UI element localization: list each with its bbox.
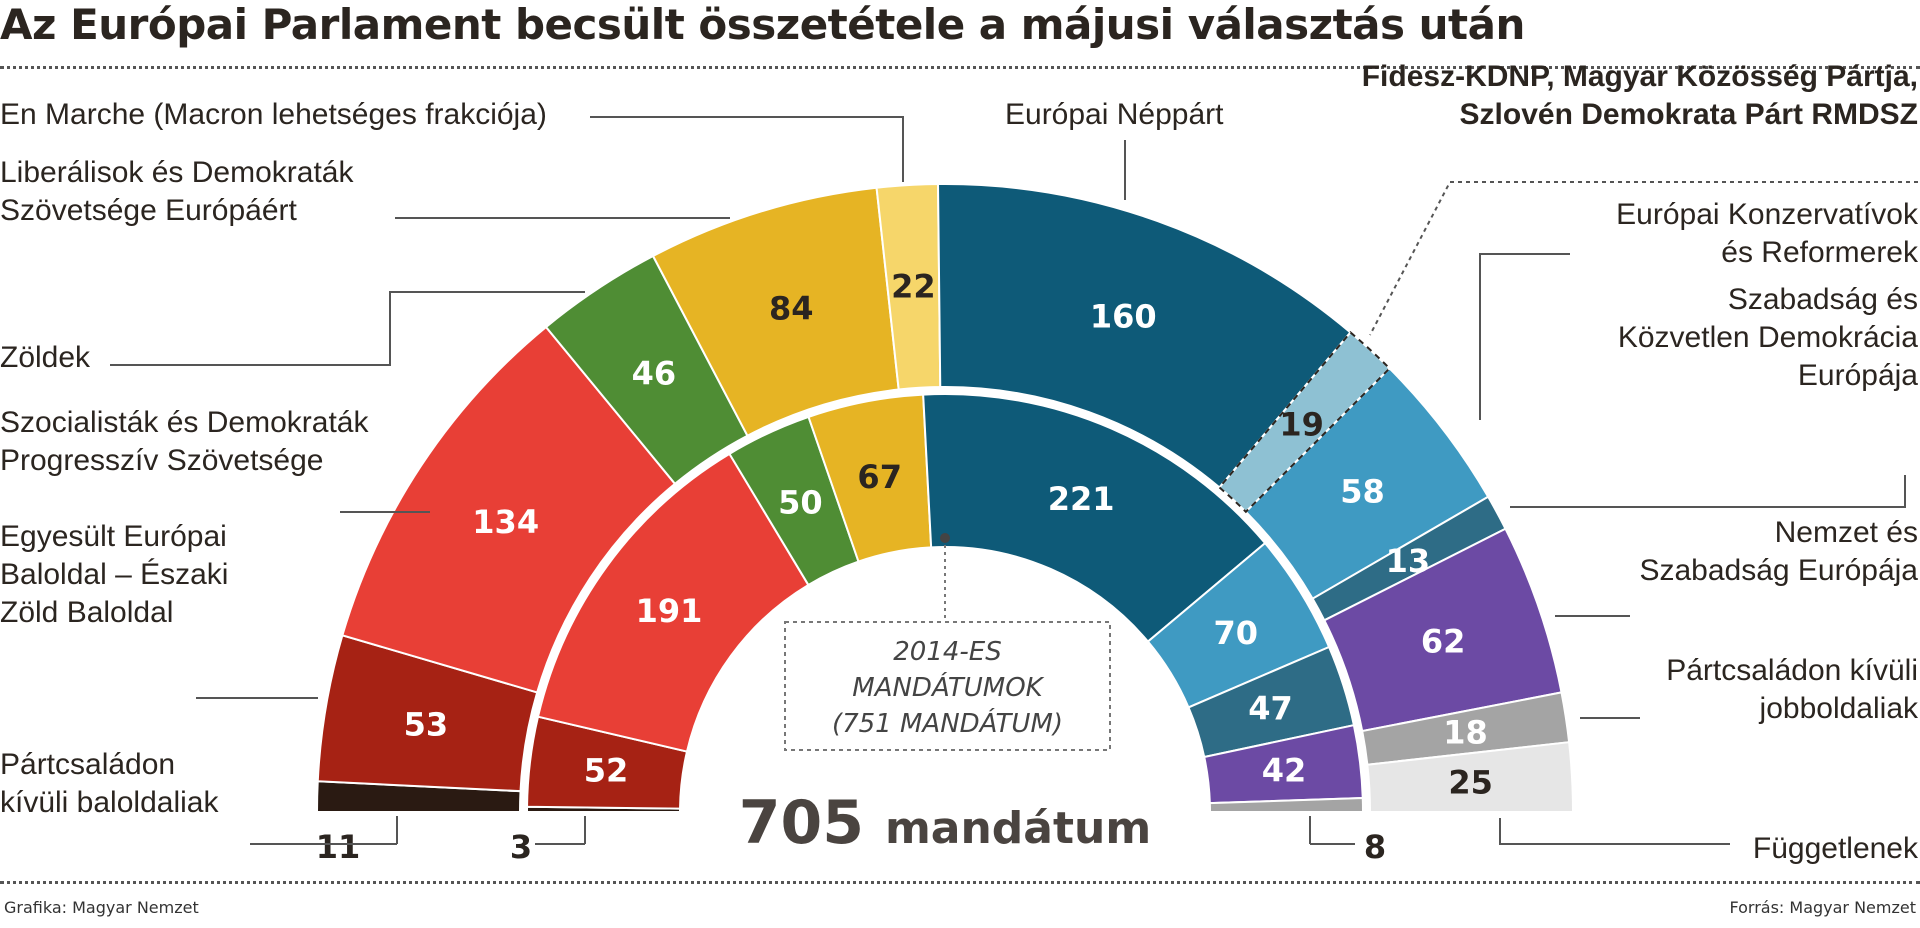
inner-value-label-2: 191 xyxy=(636,592,703,630)
outer-value-label-3: 46 xyxy=(632,354,677,392)
total-number: 705 xyxy=(739,788,885,858)
legend-label-10-line-0: Nemzet és xyxy=(1775,516,1918,549)
inner-value-label-9: 8 xyxy=(1364,828,1386,866)
legend-label-2-line-0: Szocialisták és Demokraták xyxy=(0,406,369,439)
inner-value-label-0: 3 xyxy=(510,828,532,866)
legend-label-11-line-1: jobboldaliak xyxy=(1759,692,1919,725)
inner-value-label-8: 42 xyxy=(1262,752,1307,790)
legend-label-4-line-0: Liberálisok és Demokraták xyxy=(0,156,354,189)
legend-label-2-line-1: Progresszív Szövetsége xyxy=(0,444,323,477)
leader-line-5 xyxy=(590,116,904,182)
outer-value-label-1: 53 xyxy=(404,705,449,743)
legend-label-1-line-2: Zöld Baloldal xyxy=(0,596,173,629)
outer-value-label-2: 134 xyxy=(472,503,539,541)
note-line-1: MANDÁTUMOK xyxy=(852,671,1044,703)
source-credit: Forrás: Magyar Nemzet xyxy=(1729,898,1916,917)
top-divider xyxy=(0,66,1920,69)
legend-label-7-line-0: Fidesz-KDNP, Magyar Közösség Pártja, xyxy=(1362,60,1918,93)
outer-value-label-8: 58 xyxy=(1340,472,1385,510)
legend-label-6-line-0: Európai Néppárt xyxy=(1005,98,1224,131)
legend-label-8-line-0: Európai Konzervatívok xyxy=(1616,198,1919,231)
total-unit: mandátum xyxy=(885,803,1151,854)
outer-value-label-0: 11 xyxy=(316,828,361,866)
outer-value-label-10: 62 xyxy=(1421,623,1466,661)
legend-label-9-line-2: Európája xyxy=(1798,359,1918,392)
legend-label-5-line-0: En Marche (Macron lehetséges frakciója) xyxy=(0,98,547,131)
legend-label-11-line-0: Pártcsaládon kívüli xyxy=(1666,654,1918,687)
fidesz-dashed-outline xyxy=(1217,331,1391,514)
inner-value-label-5: 221 xyxy=(1048,480,1115,518)
graphic-credit: Grafika: Magyar Nemzet xyxy=(4,898,199,917)
outer-value-label-7: 19 xyxy=(1279,406,1324,444)
legend-label-1-line-1: Baloldal – Északi xyxy=(0,558,228,591)
legend-label-0-line-1: kívüli baloldaliak xyxy=(0,786,219,819)
leader-line-8 xyxy=(1479,253,1570,420)
inner-value-label-4: 67 xyxy=(857,458,902,496)
note-line-2: (751 MANDÁTUM) xyxy=(832,707,1063,739)
note-line-0: 2014-ES xyxy=(893,637,1001,667)
chart-title: Az Európai Parlament becsült összetétele… xyxy=(0,0,1525,49)
leader-line-9 xyxy=(1510,475,1906,508)
inner-value-label-3: 50 xyxy=(778,484,823,522)
legend-label-10-line-1: Szabadság Európája xyxy=(1639,554,1918,587)
legend-label-7-line-1: Szlovén Demokrata Párt RMDSZ xyxy=(1460,98,1918,131)
inner-value-label-7: 47 xyxy=(1248,690,1293,728)
bottom-divider xyxy=(0,881,1920,884)
leader-line-12 xyxy=(1499,818,1730,845)
outer-value-label-4: 84 xyxy=(769,289,814,327)
outer-value-label-5: 22 xyxy=(891,267,936,305)
outer-segment-12 xyxy=(1366,741,1575,813)
inner-value-label-6: 70 xyxy=(1213,614,1258,652)
outer-value-label-9: 13 xyxy=(1386,542,1431,580)
legend-label-9-line-0: Szabadság és xyxy=(1728,283,1918,316)
outer-value-label-11: 18 xyxy=(1443,714,1488,752)
leader-line-7 xyxy=(1369,181,1918,336)
legend-label-4-line-1: Szövetsége Európáért xyxy=(0,194,298,227)
total-label: 705 mandátum xyxy=(739,788,1151,858)
legend-label-12-line-0: Függetlenek xyxy=(1753,832,1919,865)
legend-label-1-line-0: Egyesült Európai xyxy=(0,520,227,553)
note-box xyxy=(784,621,1111,751)
inner-segment-9 xyxy=(1208,796,1365,813)
leader-line-3 xyxy=(110,291,585,366)
legend-label-3-line-0: Zöldek xyxy=(0,341,91,374)
legend-label-8-line-1: és Reformerek xyxy=(1721,236,1919,269)
outer-value-label-6: 160 xyxy=(1090,298,1157,336)
inner-value-label-1: 52 xyxy=(584,752,629,790)
legend-label-9-line-1: Közvetlen Demokrácia xyxy=(1618,321,1918,354)
note-anchor-dot xyxy=(940,533,950,543)
legend-label-0-line-0: Pártcsaládon xyxy=(0,748,175,781)
outer-value-label-12: 25 xyxy=(1448,764,1493,802)
